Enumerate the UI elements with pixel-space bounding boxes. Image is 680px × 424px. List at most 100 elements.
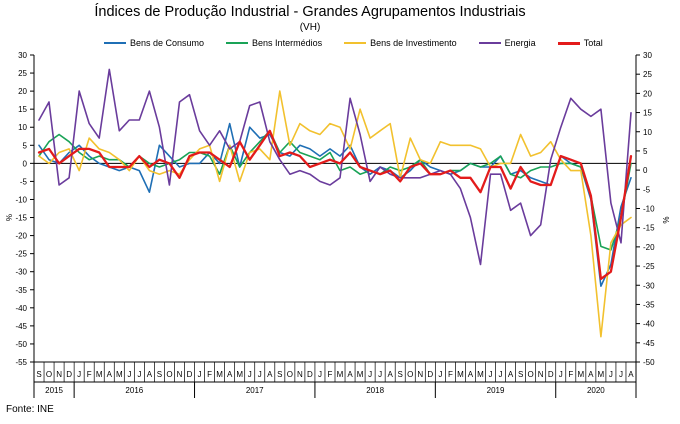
x-month-label: M: [477, 370, 484, 379]
x-month-label: N: [177, 370, 183, 379]
legend: Bens de Consumo Bens Intermédios Bens de…: [104, 36, 625, 50]
x-month-label: N: [417, 370, 423, 379]
y-tick-label-left: 5: [23, 141, 28, 150]
x-month-label: A: [267, 370, 273, 379]
legend-label-bens-intermedios: Bens Intermédios: [252, 38, 323, 48]
x-month-label: J: [368, 370, 372, 379]
x-month-label: A: [468, 370, 474, 379]
x-month-label: J: [438, 370, 442, 379]
legend-item-energia: Energia: [478, 38, 536, 48]
x-month-label: F: [448, 370, 453, 379]
x-month-label: D: [66, 370, 72, 379]
x-month-label: A: [147, 370, 153, 379]
x-month-label: O: [287, 370, 293, 379]
x-month-label: J: [609, 370, 613, 379]
y-tick-label-left: -25: [15, 250, 27, 259]
y-tick-label-right: 10: [643, 128, 652, 137]
y-tick-label-left: -50: [15, 340, 27, 349]
series-line-bens-intermedios: [38, 130, 632, 251]
x-year-label: 2018: [366, 386, 384, 395]
x-month-label: F: [87, 370, 92, 379]
y-tick-label-right: -20: [643, 243, 655, 252]
x-month-label: M: [337, 370, 344, 379]
y-tick-label-left: 25: [18, 69, 27, 78]
x-month-label: O: [528, 370, 534, 379]
series-line-bens-consumo: [38, 122, 632, 288]
x-month-label: J: [559, 370, 563, 379]
legend-label-bens-consumo: Bens de Consumo: [130, 38, 205, 48]
legend-swatch-bens-intermedios: [226, 42, 249, 44]
x-month-label: A: [388, 370, 394, 379]
y-tick-label-right: 0: [643, 166, 648, 175]
y-tick-label-left: -30: [15, 268, 27, 277]
y-tick-label-right: -25: [643, 262, 655, 271]
legend-label-energia: Energia: [504, 38, 536, 48]
x-month-label: S: [277, 370, 282, 379]
y-tick-label-left: -35: [15, 286, 27, 295]
y-tick-label-left: -55: [15, 358, 27, 367]
series-line-total: [37, 129, 633, 281]
x-month-label: J: [318, 370, 322, 379]
x-month-label: D: [307, 370, 313, 379]
x-month-label: A: [588, 370, 594, 379]
chart-subtitle: (VH): [299, 22, 321, 33]
legend-swatch-total: [557, 41, 580, 45]
x-month-label: M: [216, 370, 223, 379]
x-month-label: J: [77, 370, 81, 379]
x-month-label: J: [258, 370, 262, 379]
x-month-label: S: [518, 370, 523, 379]
x-month-label: A: [508, 370, 514, 379]
y-tick-label-right: -35: [643, 300, 655, 309]
y-axis-title-left: %: [5, 214, 14, 221]
x-month-label: D: [548, 370, 554, 379]
x-month-label: M: [457, 370, 464, 379]
legend-item-bens-consumo: Bens de Consumo: [104, 38, 204, 48]
y-tick-label-left: -5: [20, 177, 28, 186]
y-tick-label-right: 20: [643, 89, 652, 98]
y-tick-label-right: 5: [643, 147, 648, 156]
x-month-label: D: [187, 370, 193, 379]
x-month-label: S: [398, 370, 403, 379]
x-month-label: F: [568, 370, 573, 379]
y-tick-label-right: -5: [643, 185, 651, 194]
x-month-label: J: [489, 370, 493, 379]
y-axis-title-right: %: [661, 216, 670, 223]
x-month-label: S: [36, 370, 41, 379]
x-month-label: M: [577, 370, 584, 379]
chart-title: Índices de Produção Industrial - Grandes…: [94, 4, 526, 20]
x-month-label: J: [137, 370, 141, 379]
source-note: Fonte: INE: [6, 404, 54, 415]
y-tick-label-right: -10: [643, 205, 655, 214]
legend-label-bens-investimento: Bens de Investimento: [370, 38, 457, 48]
y-tick-label-left: -10: [15, 195, 27, 204]
x-month-label: A: [347, 370, 353, 379]
x-month-label: A: [227, 370, 233, 379]
x-year-label: 2017: [246, 386, 264, 395]
x-month-label: O: [407, 370, 413, 379]
x-month-label: J: [619, 370, 623, 379]
x-month-label: O: [46, 370, 52, 379]
y-tick-label-right: -50: [643, 358, 655, 367]
x-month-label: F: [328, 370, 333, 379]
x-year-label: 2019: [487, 386, 505, 395]
y-tick-label-right: -40: [643, 320, 655, 329]
series-line-energia: [38, 68, 632, 266]
y-tick-label-left: 0: [23, 159, 28, 168]
x-month-label: N: [297, 370, 303, 379]
x-year-label: 2016: [125, 386, 143, 395]
y-tick-label-right: 25: [643, 70, 652, 79]
legend-item-bens-intermedios: Bens Intermédios: [226, 38, 322, 48]
x-month-label: F: [207, 370, 212, 379]
x-month-label: N: [56, 370, 62, 379]
y-tick-label-left: 15: [18, 105, 27, 114]
x-month-label: M: [116, 370, 123, 379]
x-month-label: M: [96, 370, 103, 379]
x-month-label: J: [248, 370, 252, 379]
x-month-label: M: [236, 370, 243, 379]
y-tick-label-left: -40: [15, 304, 27, 313]
y-tick-label-left: -15: [15, 214, 27, 223]
y-tick-label-right: -15: [643, 224, 655, 233]
legend-swatch-energia: [478, 42, 501, 44]
x-month-label: O: [166, 370, 172, 379]
